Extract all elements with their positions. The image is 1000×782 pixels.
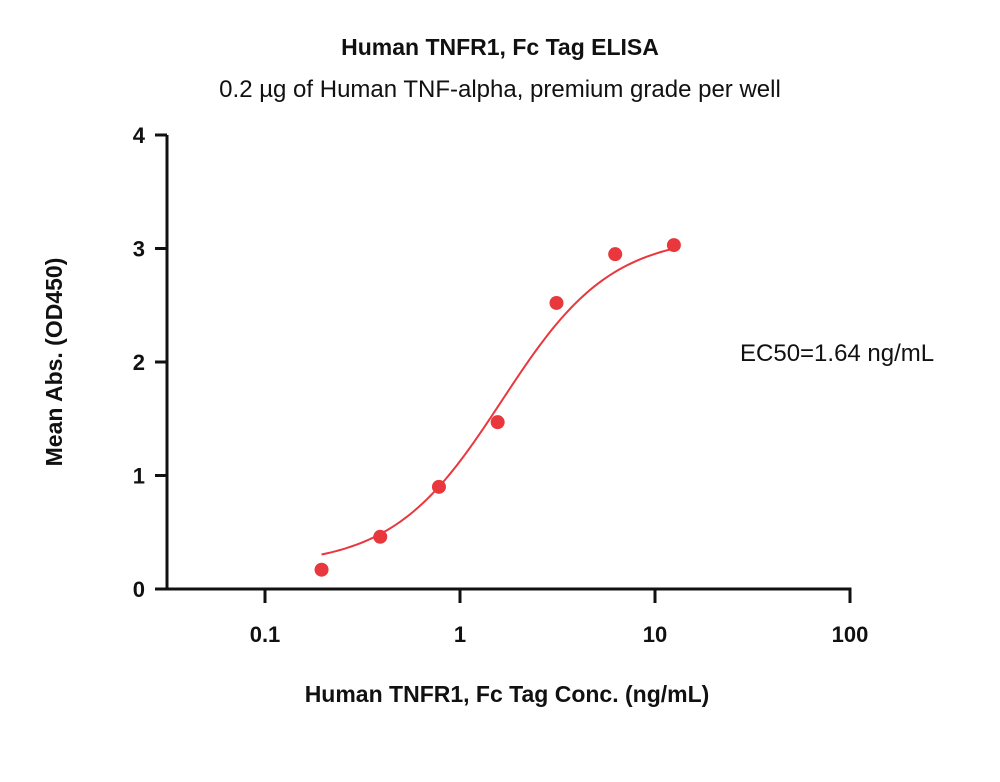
axes: 0 1 2 3 4 0.1 1 10 100: [133, 123, 869, 647]
y-tick-label: 0: [133, 577, 145, 602]
fit-curve-group: [321, 247, 675, 556]
y-tick-label: 4: [133, 123, 146, 148]
x-tick-label: 0.1: [250, 622, 281, 647]
data-point: [431, 479, 446, 494]
data-point: [490, 415, 505, 430]
x-tick-label: 100: [832, 622, 869, 647]
x-axis-title: Human TNFR1, Fc Tag Conc. (ng/mL): [305, 681, 710, 707]
x-tick-label: 10: [643, 622, 667, 647]
data-point: [373, 529, 388, 544]
y-tick-label: 1: [133, 464, 145, 489]
chart-subtitle: 0.2 µg of Human TNF-alpha, premium grade…: [219, 76, 781, 103]
y-tick-label: 2: [133, 350, 145, 375]
data-point: [549, 295, 564, 310]
y-tick-label: 3: [133, 237, 145, 262]
ec50-annotation: EC50=1.64 ng/mL: [740, 340, 935, 367]
data-point: [666, 238, 681, 253]
data-point: [314, 562, 329, 577]
x-tick-label: 1: [454, 622, 466, 647]
data-point: [608, 247, 623, 262]
fit-curve: [321, 247, 675, 556]
y-axis-title: Mean Abs. (OD450): [41, 258, 67, 467]
data-points: [314, 238, 681, 577]
chart-title: Human TNFR1, Fc Tag ELISA: [341, 34, 659, 60]
